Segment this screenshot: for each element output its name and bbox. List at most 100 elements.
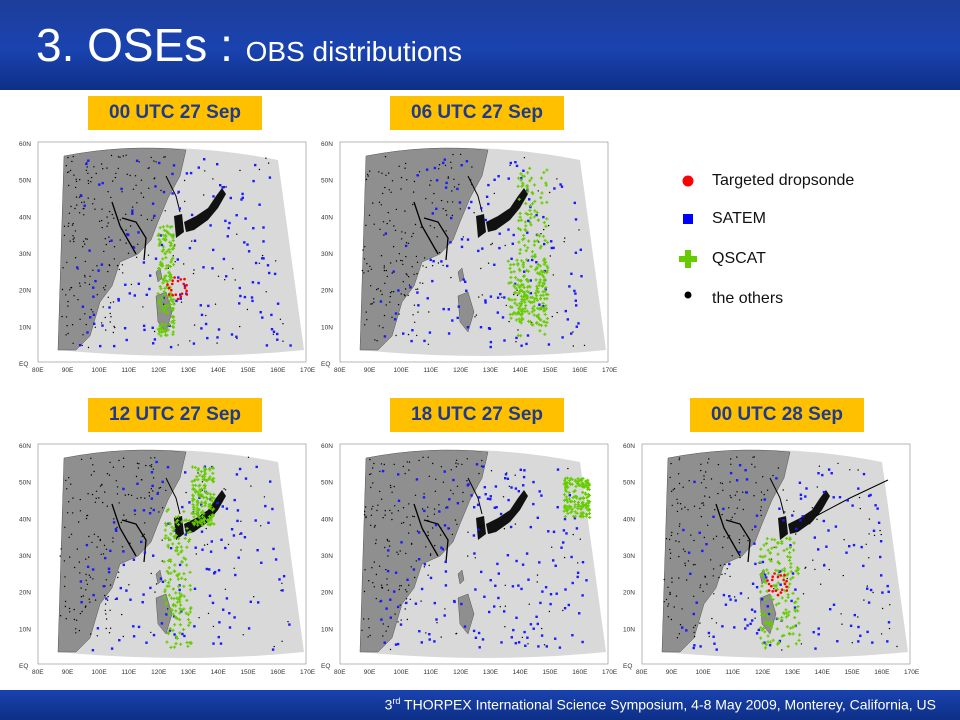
dropsonde-obs-dot xyxy=(779,574,783,577)
satem-obs-square xyxy=(493,178,496,181)
qscat-obs-plus xyxy=(163,251,167,255)
other-obs-dot xyxy=(87,182,90,185)
qscat-obs-plus xyxy=(776,581,780,585)
satem-obs-square xyxy=(744,469,747,472)
other-obs-dot xyxy=(399,550,401,552)
other-obs-dot xyxy=(422,265,424,267)
other-obs-dot xyxy=(64,605,67,608)
other-obs-dot xyxy=(393,463,395,466)
satem-obs-square xyxy=(745,491,748,494)
lon-tick-label: 130E xyxy=(483,367,499,374)
satem-obs-square xyxy=(154,257,158,260)
satem-obs-square xyxy=(763,498,766,501)
satem-obs-square xyxy=(442,307,445,311)
other-obs-dot xyxy=(64,600,67,603)
lon-tick-label: 100E xyxy=(92,367,108,374)
other-obs-dot xyxy=(90,308,93,311)
qscat-obs-plus xyxy=(789,577,793,581)
other-obs-dot xyxy=(143,533,145,535)
qscat-obs-plus xyxy=(183,557,188,561)
satem-obs-square xyxy=(208,594,212,597)
obs-track-line xyxy=(413,503,439,557)
qscat-obs-plus xyxy=(197,508,201,512)
other-obs-dot xyxy=(372,482,374,484)
qscat-obs-plus xyxy=(581,496,586,500)
satem-obs-square xyxy=(91,568,95,571)
satem-obs-square xyxy=(171,192,174,195)
other-obs-dot xyxy=(122,466,125,468)
other-obs-dot xyxy=(73,608,75,611)
other-obs-dot xyxy=(75,628,77,630)
other-obs-dot xyxy=(64,585,66,588)
qscat-obs-plus xyxy=(195,503,199,507)
qscat-obs-plus xyxy=(175,636,179,641)
qscat-obs-plus xyxy=(161,225,165,229)
satem-obs-square xyxy=(465,289,468,292)
satem-obs-square xyxy=(412,568,416,571)
qscat-obs-plus xyxy=(165,584,169,588)
red-circle-icon xyxy=(682,175,694,187)
other-obs-dot xyxy=(763,493,765,496)
satem-obs-square xyxy=(574,251,578,254)
satem-obs-square xyxy=(554,637,557,640)
philippines-islands xyxy=(155,593,173,635)
satem-obs-square xyxy=(549,602,552,606)
satem-obs-square xyxy=(143,328,146,332)
other-obs-dot xyxy=(454,519,457,521)
satem-obs-square xyxy=(112,521,116,524)
qscat-obs-plus xyxy=(163,293,167,297)
satem-obs-square xyxy=(535,261,538,264)
other-obs-dot xyxy=(106,216,108,218)
qscat-obs-plus xyxy=(763,554,767,558)
other-obs-dot xyxy=(70,483,72,485)
satem-obs-square xyxy=(536,622,539,626)
qscat-obs-plus xyxy=(170,525,174,529)
other-obs-dot xyxy=(442,264,444,267)
other-obs-dot xyxy=(137,243,139,245)
other-obs-dot xyxy=(502,496,505,498)
satem-obs-square xyxy=(212,195,215,198)
qscat-obs-plus xyxy=(574,484,578,489)
other-obs-dot xyxy=(82,595,85,597)
satem-obs-square xyxy=(207,304,210,308)
other-obs-dot xyxy=(445,209,447,212)
other-obs-dot xyxy=(754,617,756,619)
satem-obs-square xyxy=(385,607,388,610)
satem-obs-square xyxy=(177,276,180,279)
qscat-obs-plus xyxy=(578,478,582,482)
qscat-obs-plus xyxy=(158,324,162,328)
qscat-obs-plus xyxy=(759,547,763,551)
satem-obs-square xyxy=(96,627,100,630)
other-obs-dot xyxy=(671,577,673,579)
satem-obs-square xyxy=(537,645,540,648)
other-obs-dot xyxy=(431,527,434,529)
other-obs-dot xyxy=(501,296,503,298)
qscat-obs-plus xyxy=(519,303,523,307)
satem-obs-square xyxy=(422,496,426,499)
other-obs-dot xyxy=(773,588,775,590)
qscat-obs-plus xyxy=(173,623,177,627)
other-obs-dot xyxy=(567,467,569,470)
qscat-obs-plus xyxy=(184,611,188,615)
qscat-obs-plus xyxy=(776,617,780,621)
other-obs-dot xyxy=(404,472,406,475)
other-obs-dot xyxy=(812,559,814,561)
satem-obs-square xyxy=(573,517,577,520)
qscat-obs-plus xyxy=(192,515,196,519)
satem-obs-square xyxy=(566,318,569,321)
slide-title-separator: : xyxy=(207,19,246,71)
satem-obs-square xyxy=(91,649,95,652)
other-obs-dot xyxy=(445,230,447,232)
satem-obs-square xyxy=(392,270,395,273)
other-obs-dot xyxy=(102,553,105,555)
other-obs-dot xyxy=(669,548,671,551)
qscat-obs-plus xyxy=(167,571,171,575)
qscat-obs-plus xyxy=(545,316,550,321)
other-obs-dot xyxy=(395,208,398,211)
qscat-obs-plus xyxy=(197,493,202,497)
other-obs-dot xyxy=(63,225,66,227)
qscat-obs-plus xyxy=(182,572,186,576)
other-obs-dot xyxy=(150,464,153,466)
satem-obs-square xyxy=(244,217,247,220)
lat-tick-label: 20N xyxy=(321,590,333,597)
